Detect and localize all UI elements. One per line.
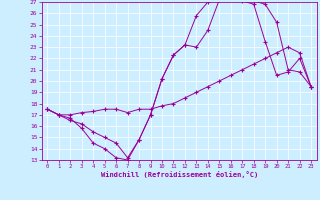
X-axis label: Windchill (Refroidissement éolien,°C): Windchill (Refroidissement éolien,°C) [100, 171, 258, 178]
